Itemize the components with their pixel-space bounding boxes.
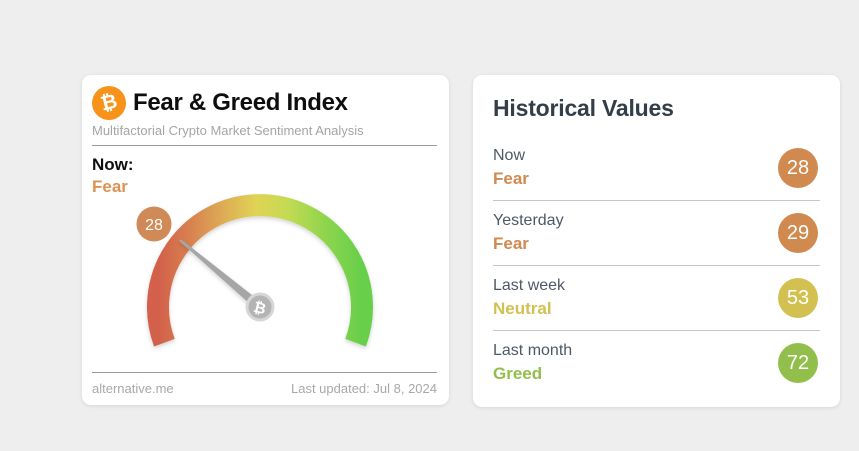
history-row-last-month: Last month Greed 72 bbox=[493, 331, 820, 395]
gauge-hub-bitcoin-glyph: ₿ bbox=[252, 299, 268, 318]
history-row-now: Now Fear 28 bbox=[493, 136, 820, 201]
gauge-arc bbox=[147, 194, 373, 347]
last-updated-text: Last updated: Jul 8, 2024 bbox=[290, 381, 437, 396]
gauge-needle bbox=[179, 239, 263, 311]
history-row-classification: Fear bbox=[493, 169, 529, 188]
gauge-hub bbox=[245, 292, 275, 322]
history-value-badge: 53 bbox=[778, 278, 818, 318]
history-value-badge: 29 bbox=[778, 213, 818, 253]
history-row-label: Last month bbox=[493, 342, 573, 359]
history-value-text: 72 bbox=[786, 351, 810, 374]
history-value-text: 28 bbox=[786, 156, 810, 179]
history-row-classification: Fear bbox=[493, 234, 529, 253]
history-value-text: 29 bbox=[786, 221, 810, 244]
gauge-card-footer: alternative.me Last updated: Jul 8, 2024 bbox=[92, 372, 437, 396]
source-link[interactable]: alternative.me bbox=[92, 381, 174, 396]
history-row-classification: Greed bbox=[493, 364, 543, 383]
history-row-yesterday: Yesterday Fear 29 bbox=[493, 201, 820, 266]
gauge-chart: ₿ 28 bbox=[136, 194, 373, 347]
history-row-label: Last week bbox=[493, 277, 566, 294]
history-row-label: Yesterday bbox=[493, 212, 564, 229]
now-classification: Fear bbox=[92, 177, 128, 196]
history-row-last-week: Last week Neutral 53 bbox=[493, 266, 820, 331]
gauge-value-badge bbox=[136, 206, 172, 242]
now-label: Now: bbox=[92, 155, 134, 174]
fear-greed-card: ₿ Fear & Greed Index Multifactorial Cryp… bbox=[82, 75, 449, 405]
historical-values-title: Historical Values bbox=[493, 95, 674, 121]
card-title: Fear & Greed Index bbox=[133, 89, 348, 116]
history-value-badge: 72 bbox=[778, 343, 818, 383]
history-value-text: 53 bbox=[786, 286, 810, 309]
gauge-value-text: 28 bbox=[145, 217, 163, 234]
history-row-classification: Neutral bbox=[493, 299, 552, 318]
header-divider bbox=[92, 145, 437, 146]
gauge-card-header: ₿ Fear & Greed Index Multifactorial Cryp… bbox=[82, 75, 449, 197]
card-subtitle: Multifactorial Crypto Market Sentiment A… bbox=[92, 123, 364, 138]
history-value-badge: 28 bbox=[778, 148, 818, 188]
history-row-label: Now bbox=[493, 147, 526, 164]
bitcoin-icon: ₿ bbox=[92, 86, 126, 120]
historical-values-card: Historical Values Now Fear 28 Yesterday … bbox=[473, 75, 840, 407]
